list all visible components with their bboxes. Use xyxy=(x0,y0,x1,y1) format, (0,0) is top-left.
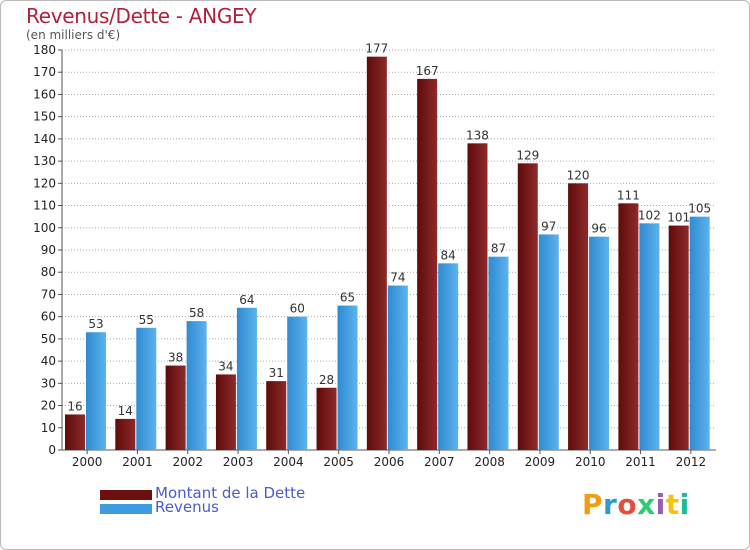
legend-swatch-dette xyxy=(100,490,152,500)
bar-revenus xyxy=(337,305,358,450)
bar-revenus xyxy=(589,236,610,450)
data-label-revenus: 105 xyxy=(688,202,711,216)
y-tick-label: 50 xyxy=(41,332,56,346)
bar-dette xyxy=(65,414,85,450)
bar-revenus xyxy=(689,216,710,450)
x-tick-label: 2012 xyxy=(676,455,707,469)
data-label-revenus: 53 xyxy=(88,317,103,331)
bar-revenus xyxy=(438,263,459,450)
bar-dette xyxy=(417,78,438,450)
bar-dette xyxy=(618,203,639,450)
y-tick-label: 90 xyxy=(41,243,56,257)
y-tick-label: 100 xyxy=(33,221,56,235)
data-label-dette: 177 xyxy=(365,42,388,56)
legend-swatch-revenus xyxy=(100,504,152,514)
y-tick-label: 70 xyxy=(41,287,56,301)
data-label-revenus: 74 xyxy=(390,271,405,285)
y-tick-label: 60 xyxy=(41,310,56,324)
bar-revenus xyxy=(136,327,157,450)
logo-letter: P xyxy=(582,488,604,521)
x-tick-label: 2000 xyxy=(72,455,103,469)
logo-letter: o xyxy=(617,488,638,521)
bar-revenus xyxy=(538,234,559,450)
x-tick-label: 2004 xyxy=(273,455,304,469)
data-label-dette: 14 xyxy=(118,404,133,418)
data-label-dette: 129 xyxy=(516,148,539,162)
proxiti-logo: Proxiti xyxy=(582,488,690,521)
bar-dette xyxy=(366,56,387,451)
data-label-dette: 34 xyxy=(218,359,233,373)
y-tick-label: 120 xyxy=(33,176,56,190)
data-label-dette: 28 xyxy=(319,373,334,387)
chart-subtitle: (en milliers d'€) xyxy=(26,28,121,42)
x-tick-label: 2011 xyxy=(625,455,656,469)
bar-dette xyxy=(517,163,538,451)
data-label-dette: 16 xyxy=(67,399,82,413)
data-label-revenus: 102 xyxy=(638,208,661,222)
bar-dette xyxy=(115,418,136,450)
data-label-dette: 38 xyxy=(168,351,183,365)
x-tick-label: 2008 xyxy=(474,455,505,469)
bar-revenus xyxy=(287,316,308,450)
bar-dette xyxy=(165,365,186,450)
legend-label-revenus: Revenus xyxy=(155,498,219,516)
data-label-dette: 31 xyxy=(269,366,284,380)
y-tick-label: 150 xyxy=(33,110,56,124)
logo-letter: t xyxy=(665,488,680,521)
data-label-revenus: 65 xyxy=(340,291,355,305)
bar-revenus xyxy=(639,223,660,450)
data-label-dette: 120 xyxy=(567,168,590,182)
x-tick-label: 2002 xyxy=(172,455,203,469)
x-tick-label: 2006 xyxy=(374,455,405,469)
y-tick-label: 80 xyxy=(41,265,56,279)
bar-dette xyxy=(668,225,689,450)
legend-label-dette: Montant de la Dette xyxy=(155,484,306,502)
chart-title: Revenus/Dette - ANGEY xyxy=(26,4,257,28)
data-label-revenus: 55 xyxy=(139,313,154,327)
bar-revenus xyxy=(236,307,257,450)
x-tick-label: 2009 xyxy=(525,455,556,469)
data-label-revenus: 84 xyxy=(441,248,456,262)
y-tick-label: 130 xyxy=(33,154,56,168)
data-label-revenus: 64 xyxy=(239,293,254,307)
y-tick-label: 10 xyxy=(41,421,56,435)
y-tick-label: 110 xyxy=(33,199,56,213)
x-tick-label: 2005 xyxy=(323,455,354,469)
data-label-revenus: 58 xyxy=(189,306,204,320)
bar-revenus xyxy=(387,285,408,450)
logo-letter: x xyxy=(637,488,656,521)
bar-dette xyxy=(215,374,236,450)
x-tick-label: 2001 xyxy=(122,455,153,469)
logo-letter: i xyxy=(655,488,666,521)
y-tick-label: 140 xyxy=(33,132,56,146)
x-tick-label: 2003 xyxy=(223,455,254,469)
y-tick-label: 40 xyxy=(41,354,56,368)
bar-revenus xyxy=(186,321,207,450)
x-tick-label: 2007 xyxy=(424,455,455,469)
logo-letter: r xyxy=(603,488,618,521)
data-label-dette: 101 xyxy=(667,211,690,225)
bar-dette xyxy=(266,381,287,450)
y-tick-label: 170 xyxy=(33,65,56,79)
x-tick-label: 2010 xyxy=(575,455,606,469)
logo-letter: i xyxy=(679,488,690,521)
bar-revenus xyxy=(488,256,509,450)
data-label-revenus: 97 xyxy=(541,219,556,233)
data-label-revenus: 60 xyxy=(290,302,305,316)
y-tick-label: 20 xyxy=(41,399,56,413)
y-tick-label: 30 xyxy=(41,376,56,390)
data-label-dette: 111 xyxy=(617,188,640,202)
bar-dette xyxy=(316,387,337,450)
bar-dette xyxy=(467,143,488,451)
bar-revenus xyxy=(86,332,106,450)
data-label-dette: 138 xyxy=(466,128,489,142)
data-label-revenus: 87 xyxy=(491,242,506,256)
y-tick-label: 180 xyxy=(33,43,56,57)
y-tick-label: 0 xyxy=(48,443,56,457)
bar-dette xyxy=(568,183,589,451)
y-tick-label: 160 xyxy=(33,87,56,101)
data-label-revenus: 96 xyxy=(591,222,606,236)
data-label-dette: 167 xyxy=(416,64,439,78)
